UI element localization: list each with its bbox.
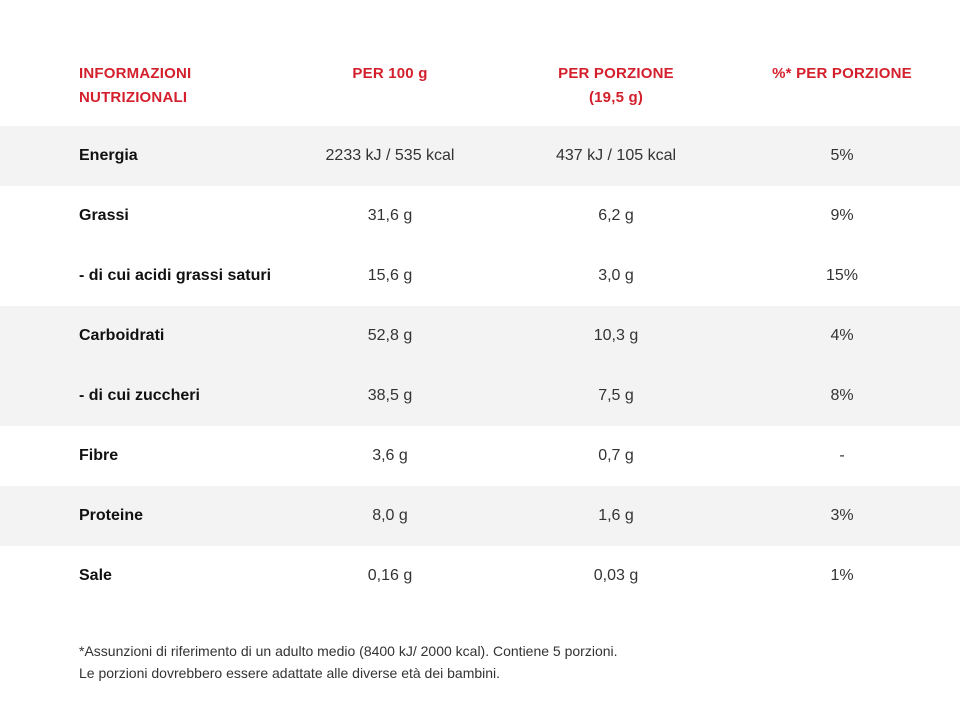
table-row: - di cui zuccheri 38,5 g 7,5 g 8%	[0, 366, 960, 426]
header-per-portion-line2: (19,5 g)	[588, 89, 644, 106]
value-per-portion: 6,2 g	[598, 207, 634, 224]
table-row: Energia 2233 kJ / 535 kcal 437 kJ / 105 kc…	[0, 126, 960, 186]
value-per-100g: 0,16 g	[367, 567, 413, 584]
header-percent-per-portion-line1: %* PER PORZIONE	[772, 65, 912, 82]
table-row: Fibre 3,6 g 0,7 g -	[0, 426, 960, 486]
value-percent-per-portion: 1%	[830, 567, 854, 584]
table-row: - di cui acidi grassi saturi 15,6 g 3,0 g 1…	[0, 246, 960, 306]
footnote-line1: *Assunzioni di riferimento di un adulto …	[79, 643, 618, 659]
footnote: *Assunzioni di riferimento di un adulto …	[79, 640, 899, 684]
footnote-line2: Le porzioni dovrebbero essere adattate a…	[79, 665, 501, 681]
header-per-100g: PER 100 g	[290, 62, 490, 86]
value-percent-per-portion: 5%	[830, 147, 854, 164]
header-per-portion-line1: PER PORZIONE	[558, 65, 674, 82]
value-percent-per-portion: 3%	[830, 507, 854, 524]
table-row: Proteine 8,0 g 1,6 g 3%	[0, 486, 960, 546]
nutrient-label: Sale	[79, 567, 112, 584]
nutrient-label: Carboidrati	[79, 327, 165, 344]
value-per-100g: 8,0 g	[372, 507, 408, 524]
nutrient-label: Fibre	[79, 447, 119, 464]
nutrient-label: - di cui acidi grassi saturi	[79, 267, 272, 284]
nutrient-label: Grassi	[79, 207, 129, 224]
table-row: Sale 0,16 g 0,03 g 1%	[0, 546, 960, 606]
value-per-portion: 437 kJ / 105 kcal	[555, 147, 677, 164]
value-per-100g: 3,6 g	[372, 447, 408, 464]
nutrient-label: - di cui zuccheri	[79, 387, 200, 404]
value-per-portion: 1,6 g	[598, 507, 634, 524]
value-percent-per-portion: 15%	[825, 267, 859, 284]
table-row: Grassi 31,6 g 6,2 g 9%	[0, 186, 960, 246]
header-nutrition-info-line1: INFORMAZIONI	[79, 65, 192, 82]
value-per-100g: 31,6 g	[367, 207, 413, 224]
value-per-100g: 52,8 g	[367, 327, 413, 344]
value-percent-per-portion: -	[839, 447, 845, 464]
nutrient-label: Energia	[79, 147, 138, 164]
value-percent-per-portion: 9%	[830, 207, 854, 224]
table-header: INFORMAZIONI NUTRIZIONALI PER 100 g PER …	[0, 0, 960, 126]
value-percent-per-portion: 4%	[830, 327, 854, 344]
header-nutrition-info: INFORMAZIONI NUTRIZIONALI	[79, 62, 279, 110]
value-per-100g: 15,6 g	[367, 267, 413, 284]
header-per-portion: PER PORZIONE (19,5 g)	[516, 62, 716, 110]
value-percent-per-portion: 8%	[830, 387, 854, 404]
value-per-portion: 0,03 g	[593, 567, 639, 584]
header-per-100g-line1: PER 100 g	[352, 65, 428, 82]
header-nutrition-info-line2: NUTRIZIONALI	[79, 89, 188, 106]
nutrition-table-body: Energia 2233 kJ / 535 kcal 437 kJ / 105 kc…	[0, 126, 960, 606]
value-per-portion: 7,5 g	[598, 387, 634, 404]
value-per-100g: 2233 kJ / 535 kcal	[325, 147, 455, 164]
value-per-portion: 10,3 g	[593, 327, 639, 344]
nutrient-label: Proteine	[79, 507, 144, 524]
table-row: Carboidrati 52,8 g 10,3 g 4%	[0, 306, 960, 366]
value-per-portion: 3,0 g	[598, 267, 634, 284]
value-per-portion: 0,7 g	[598, 447, 634, 464]
value-per-100g: 38,5 g	[367, 387, 413, 404]
header-percent-per-portion: %* PER PORZIONE	[742, 62, 942, 86]
